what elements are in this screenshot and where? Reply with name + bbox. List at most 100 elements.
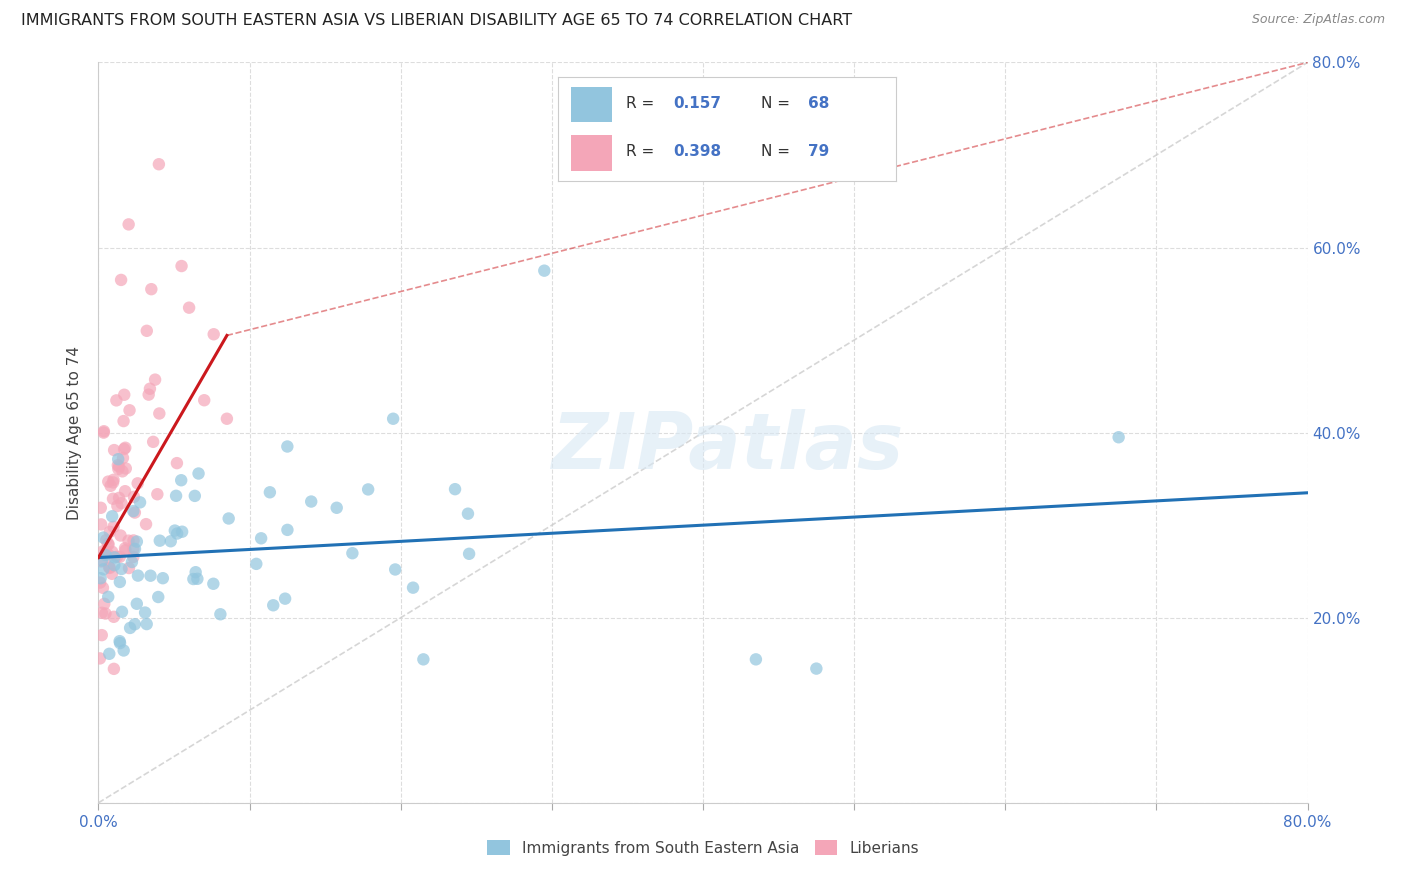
Point	[112, 414, 135, 428]
Point	[110, 528, 132, 542]
Point	[806, 662, 828, 676]
Point	[218, 511, 240, 525]
Point	[97, 537, 120, 551]
Point	[1108, 430, 1130, 444]
Point	[382, 411, 405, 425]
Point	[103, 662, 125, 676]
Point	[103, 558, 125, 573]
Point	[139, 568, 162, 582]
Point	[90, 628, 112, 642]
Point	[111, 605, 134, 619]
Point	[90, 606, 112, 620]
Point	[101, 509, 124, 524]
Point	[458, 547, 481, 561]
Point	[94, 545, 117, 559]
Point	[94, 607, 117, 621]
Point	[276, 523, 298, 537]
Point	[98, 561, 121, 575]
Point	[90, 517, 112, 532]
Point	[165, 489, 187, 503]
Point	[98, 524, 121, 539]
Point	[100, 479, 122, 493]
Point	[114, 484, 136, 499]
Point	[110, 562, 132, 576]
Point	[112, 442, 135, 456]
Point	[97, 475, 120, 489]
Point	[215, 411, 238, 425]
Point	[134, 606, 156, 620]
Point	[125, 597, 148, 611]
Point	[124, 541, 146, 556]
Point	[108, 549, 131, 564]
Point	[166, 526, 188, 541]
Point	[108, 459, 131, 474]
Point	[110, 273, 132, 287]
Point	[299, 494, 322, 508]
Point	[149, 533, 172, 548]
Point	[112, 388, 135, 402]
Text: Source: ZipAtlas.com: Source: ZipAtlas.com	[1251, 13, 1385, 27]
Point	[93, 562, 115, 576]
Point	[114, 461, 136, 475]
Point	[101, 545, 124, 559]
Point	[105, 499, 128, 513]
Point	[122, 504, 145, 518]
Point	[97, 548, 120, 562]
Point	[209, 607, 232, 622]
Point	[91, 581, 114, 595]
Point	[94, 548, 117, 562]
Point	[274, 591, 297, 606]
Point	[101, 491, 124, 506]
Point	[384, 562, 406, 576]
Point	[148, 407, 170, 421]
Point	[105, 393, 128, 408]
Point	[245, 557, 267, 571]
Point	[97, 590, 120, 604]
Point	[122, 490, 145, 504]
Point	[91, 544, 114, 558]
Point	[93, 425, 115, 440]
Point	[184, 489, 207, 503]
Point	[250, 531, 273, 545]
Point	[91, 531, 114, 545]
Point	[152, 571, 174, 585]
Point	[533, 263, 555, 277]
Point	[110, 496, 132, 510]
Text: IMMIGRANTS FROM SOUTH EASTERN ASIA VS LIBERIAN DISABILITY AGE 65 TO 74 CORRELATI: IMMIGRANTS FROM SOUTH EASTERN ASIA VS LI…	[21, 13, 852, 29]
Point	[118, 561, 141, 575]
Point	[187, 467, 209, 481]
Legend: Immigrants from South Eastern Asia, Liberians: Immigrants from South Eastern Asia, Libe…	[481, 834, 925, 862]
Point	[170, 473, 193, 487]
Point	[90, 500, 112, 515]
Point	[118, 218, 141, 232]
Point	[184, 565, 207, 579]
Point	[91, 553, 114, 567]
Point	[103, 609, 125, 624]
Point	[121, 555, 143, 569]
Point	[114, 441, 136, 455]
Point	[193, 393, 215, 408]
Point	[111, 464, 134, 478]
Point	[276, 440, 298, 454]
Point	[170, 259, 193, 273]
Point	[112, 643, 135, 657]
Point	[114, 543, 136, 558]
Point	[183, 572, 205, 586]
Point	[103, 550, 125, 565]
Point	[129, 495, 152, 509]
Point	[179, 301, 201, 315]
Point	[457, 507, 479, 521]
Point	[138, 387, 160, 401]
Point	[105, 549, 128, 564]
Point	[135, 324, 157, 338]
Point	[142, 434, 165, 449]
Point	[135, 517, 157, 532]
Point	[97, 537, 120, 551]
Point	[108, 634, 131, 648]
Point	[107, 458, 129, 473]
Point	[101, 475, 124, 490]
Point	[93, 424, 115, 438]
Point	[262, 599, 284, 613]
Point	[202, 576, 225, 591]
Point	[90, 571, 112, 585]
